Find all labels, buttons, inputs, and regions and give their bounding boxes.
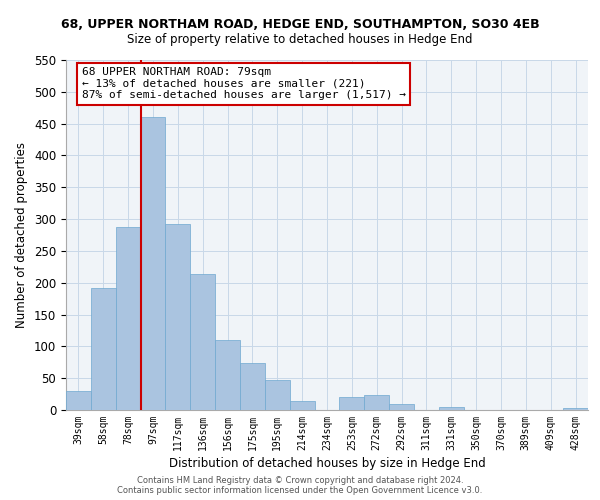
Bar: [290, 401, 314, 410]
Bar: [364, 396, 389, 410]
Bar: [215, 340, 240, 410]
Bar: [240, 363, 265, 410]
Bar: [340, 398, 364, 410]
Bar: [166, 224, 190, 410]
Bar: [91, 288, 116, 410]
Text: 68 UPPER NORTHAM ROAD: 79sqm
← 13% of detached houses are smaller (221)
87% of s: 68 UPPER NORTHAM ROAD: 79sqm ← 13% of de…: [82, 67, 406, 100]
Bar: [389, 404, 414, 410]
Bar: [116, 228, 140, 410]
Bar: [190, 274, 215, 410]
Bar: [66, 391, 91, 410]
Bar: [265, 380, 290, 410]
Bar: [439, 407, 464, 410]
Bar: [140, 118, 166, 410]
Y-axis label: Number of detached properties: Number of detached properties: [16, 142, 28, 328]
Bar: [563, 408, 588, 410]
Text: Contains HM Land Registry data © Crown copyright and database right 2024.
Contai: Contains HM Land Registry data © Crown c…: [118, 476, 482, 495]
X-axis label: Distribution of detached houses by size in Hedge End: Distribution of detached houses by size …: [169, 457, 485, 470]
Text: 68, UPPER NORTHAM ROAD, HEDGE END, SOUTHAMPTON, SO30 4EB: 68, UPPER NORTHAM ROAD, HEDGE END, SOUTH…: [61, 18, 539, 30]
Text: Size of property relative to detached houses in Hedge End: Size of property relative to detached ho…: [127, 32, 473, 46]
